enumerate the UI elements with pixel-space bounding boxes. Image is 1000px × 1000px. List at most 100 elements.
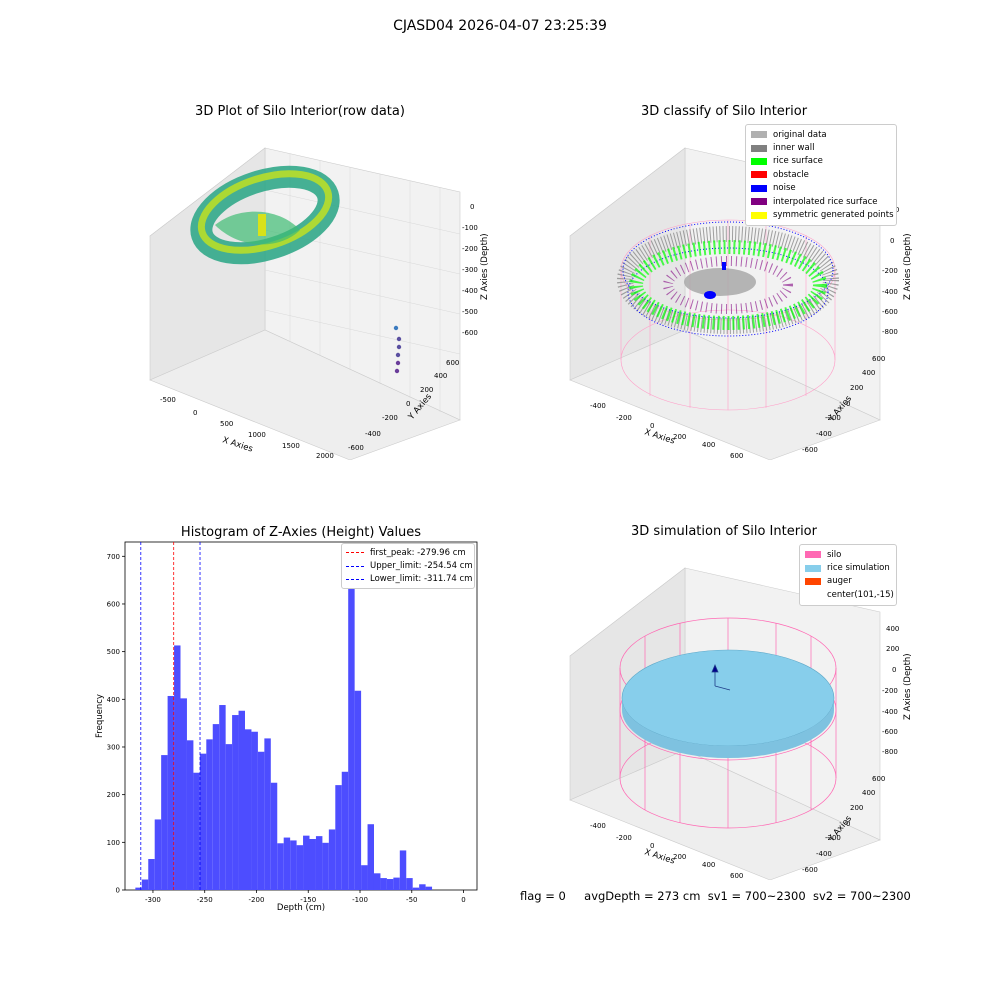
raw-xtick: 0 [193,409,197,417]
figure-title: CJASD04 2026-04-07 23:25:39 [393,18,607,34]
histogram-bar [419,884,426,890]
y-tick-label: 400 [107,696,120,704]
classify-ytick: 400 [862,369,875,377]
legend-entry-silo: silo [805,548,891,561]
raw-xtick: 2000 [316,452,334,460]
x-tick-label: -200 [249,896,265,904]
histogram-bar [161,755,168,890]
histogram-bar [412,887,420,890]
histogram-bar [283,837,291,890]
raw-xtick: 500 [220,420,233,428]
histogram-bar [393,877,400,890]
histogram-bar [245,729,252,890]
raw-xtick: 1000 [248,431,266,439]
legend-label: original data [773,129,827,140]
simulation-ytick: 0 [846,820,850,828]
y-tick-label: 300 [107,743,120,751]
classify-zlabel: Z Axies (Depth) [903,233,913,300]
sv1-value: sv1 = 700~2300 [707,889,806,903]
histogram-bar [141,879,149,890]
legend-line [346,552,364,554]
classify-xtick: 400 [702,441,715,449]
histogram-bar [174,645,181,890]
legend-entry-interpolated: interpolated rice surface [751,195,891,208]
legend-entry-obstacle: obstacle [751,168,891,181]
histogram-bar [361,865,368,890]
y-tick-label: 200 [107,791,120,799]
simulation-zlabel: Z Axies (Depth) [903,653,913,720]
simulation-xtick: 400 [702,861,715,869]
legend-entry-rice-simulation: rice simulation [805,561,891,574]
simulation-legend: silo rice simulation auger center(101,-1… [799,544,897,606]
simulation-ytick: -400 [816,850,832,858]
simulation-xlabel: X Axies [643,847,676,866]
raw-ytick: -400 [365,430,381,438]
histogram-bar [399,850,407,890]
legend-entry-rice-surface: rice surface [751,155,891,168]
classify-legend: original data inner wall rice surface ob… [745,124,897,226]
histogram-bar [167,695,175,890]
y-tick-label: 500 [107,648,120,656]
histogram-title: Histogram of Z-Axies (Height) Values [181,525,421,540]
histogram-x-ticks: -300 -250 -200 -150 -100 -50 0 [145,890,466,904]
raw-plot-title: 3D Plot of Silo Interior(row data) [195,104,405,119]
raw-point-cloud-surface [215,211,300,245]
raw-ztick: -400 [462,287,478,295]
raw-ztick: -100 [462,224,478,232]
histogram-chart: Histogram of Z-Axies (Height) Values -30… [95,525,478,913]
legend-label: inner wall [773,143,815,154]
histogram-bar [303,835,310,890]
classify-xtick: 200 [673,433,686,441]
simulation-ztick: -800 [882,748,898,756]
classify-xlabel: X Axies [643,427,676,446]
classify-ytick: -400 [816,430,832,438]
histogram-bar [315,836,323,890]
simulation-xtick: -200 [616,834,632,842]
raw-ztick: -600 [462,329,478,337]
classify-ztick: -800 [882,328,898,336]
histogram-reference-lines [140,542,201,890]
histogram-bars [135,585,433,890]
legend-swatch [805,591,821,599]
legend-entry-center: center(101,-15) [805,588,894,601]
classify-xtick: 0 [650,422,654,430]
raw-point-cloud-rim [197,170,333,254]
histogram-bar [225,744,233,890]
histogram-bar [296,845,304,890]
simulation-xtick: -400 [590,822,606,830]
classify-inner-wall-points [617,226,839,334]
raw-zlabel: Z Axies (Depth) [480,233,490,300]
classify-bottom-pane [569,329,881,460]
histogram-bar [380,878,387,890]
classify-ztick: -200 [882,267,898,275]
histogram-bar [277,843,284,890]
x-tick-label: -300 [145,896,161,904]
histogram-bar [193,772,200,890]
histogram-bar [219,705,226,890]
legend-entry-upper-limit: Upper_limit: -254.54 cm [346,559,473,572]
classify-rice-surface-points [629,240,827,330]
legend-line [346,565,364,567]
legend-entry-first-peak: first_peak: -279.96 cm [346,546,470,559]
classify-original-data-center [684,268,756,296]
histogram-bar [309,838,316,890]
x-tick-label: -100 [352,896,368,904]
histogram-bar [180,698,187,890]
y-tick-label: 600 [107,600,120,608]
histogram-bar [238,710,246,890]
simulation-xtick: 600 [730,872,743,880]
legend-swatch [751,157,767,165]
classify-noise-spike [722,262,726,270]
legend-label: center(101,-15) [827,589,894,600]
sv2-value: sv2 = 700~2300 [812,889,911,903]
legend-entry-lower-limit: Lower_limit: -311.74 cm [346,573,472,586]
histogram-bar [425,886,433,890]
histogram-bar [212,724,220,890]
raw-outlier-points [393,325,402,374]
histogram-bar [251,731,258,890]
raw-ztick: -500 [462,308,478,316]
simulation-xtick: 0 [650,842,654,850]
raw-ztick: -300 [462,266,478,274]
raw-xtick: 1500 [282,442,300,450]
legend-label: interpolated rice surface [773,196,878,207]
